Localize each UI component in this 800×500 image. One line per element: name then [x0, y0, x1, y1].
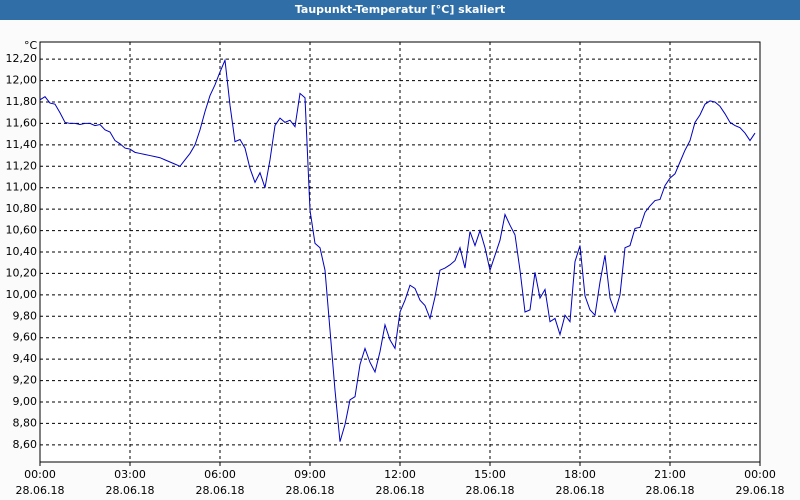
y-tick-label: 11,80 [6, 95, 38, 108]
y-tick-label: 10,60 [6, 224, 38, 237]
y-tick-label: 8,60 [13, 438, 38, 451]
x-tick-label: 06:00 28.06.18 [196, 468, 245, 497]
x-tick-label: 09:00 28.06.18 [286, 468, 335, 497]
y-tick-label: 9,60 [13, 331, 38, 344]
x-tick-label: 18:00 28.06.18 [556, 468, 605, 497]
x-tick-label: 00:00 29.06.18 [736, 468, 785, 497]
x-tick-label: 21:00 28.06.18 [646, 468, 695, 497]
y-tick-label: 10,00 [6, 288, 38, 301]
y-tick-label: 11,60 [6, 116, 38, 129]
x-tick-label: 15:00 28.06.18 [466, 468, 515, 497]
x-tick-label: 12:00 28.06.18 [376, 468, 425, 497]
y-tick-label: 10,20 [6, 266, 38, 279]
data-line [39, 58, 756, 442]
y-tick-label: 11,20 [6, 159, 38, 172]
y-unit-label: °C [24, 39, 38, 52]
y-tick-label: 8,80 [13, 416, 38, 429]
y-tick-label: 11,40 [6, 138, 38, 151]
x-tick-label: 03:00 28.06.18 [106, 468, 155, 497]
y-tick-label: 10,80 [6, 202, 38, 215]
y-tick-label: 9,80 [13, 309, 38, 322]
y-tick-label: 12,00 [6, 74, 38, 87]
y-tick-label: 9,00 [13, 395, 38, 408]
y-tick-label: 12,20 [6, 52, 38, 65]
x-tick-label: 00:00 28.06.18 [16, 468, 65, 497]
y-tick-label: 11,00 [6, 181, 38, 194]
title-bar [0, 0, 800, 20]
chart-title: Taupunkt-Temperatur [°C] skaliert [295, 3, 505, 16]
y-tick-label: 9,40 [13, 352, 38, 365]
y-tick-label: 10,40 [6, 245, 38, 258]
y-tick-label: 9,20 [13, 374, 38, 387]
